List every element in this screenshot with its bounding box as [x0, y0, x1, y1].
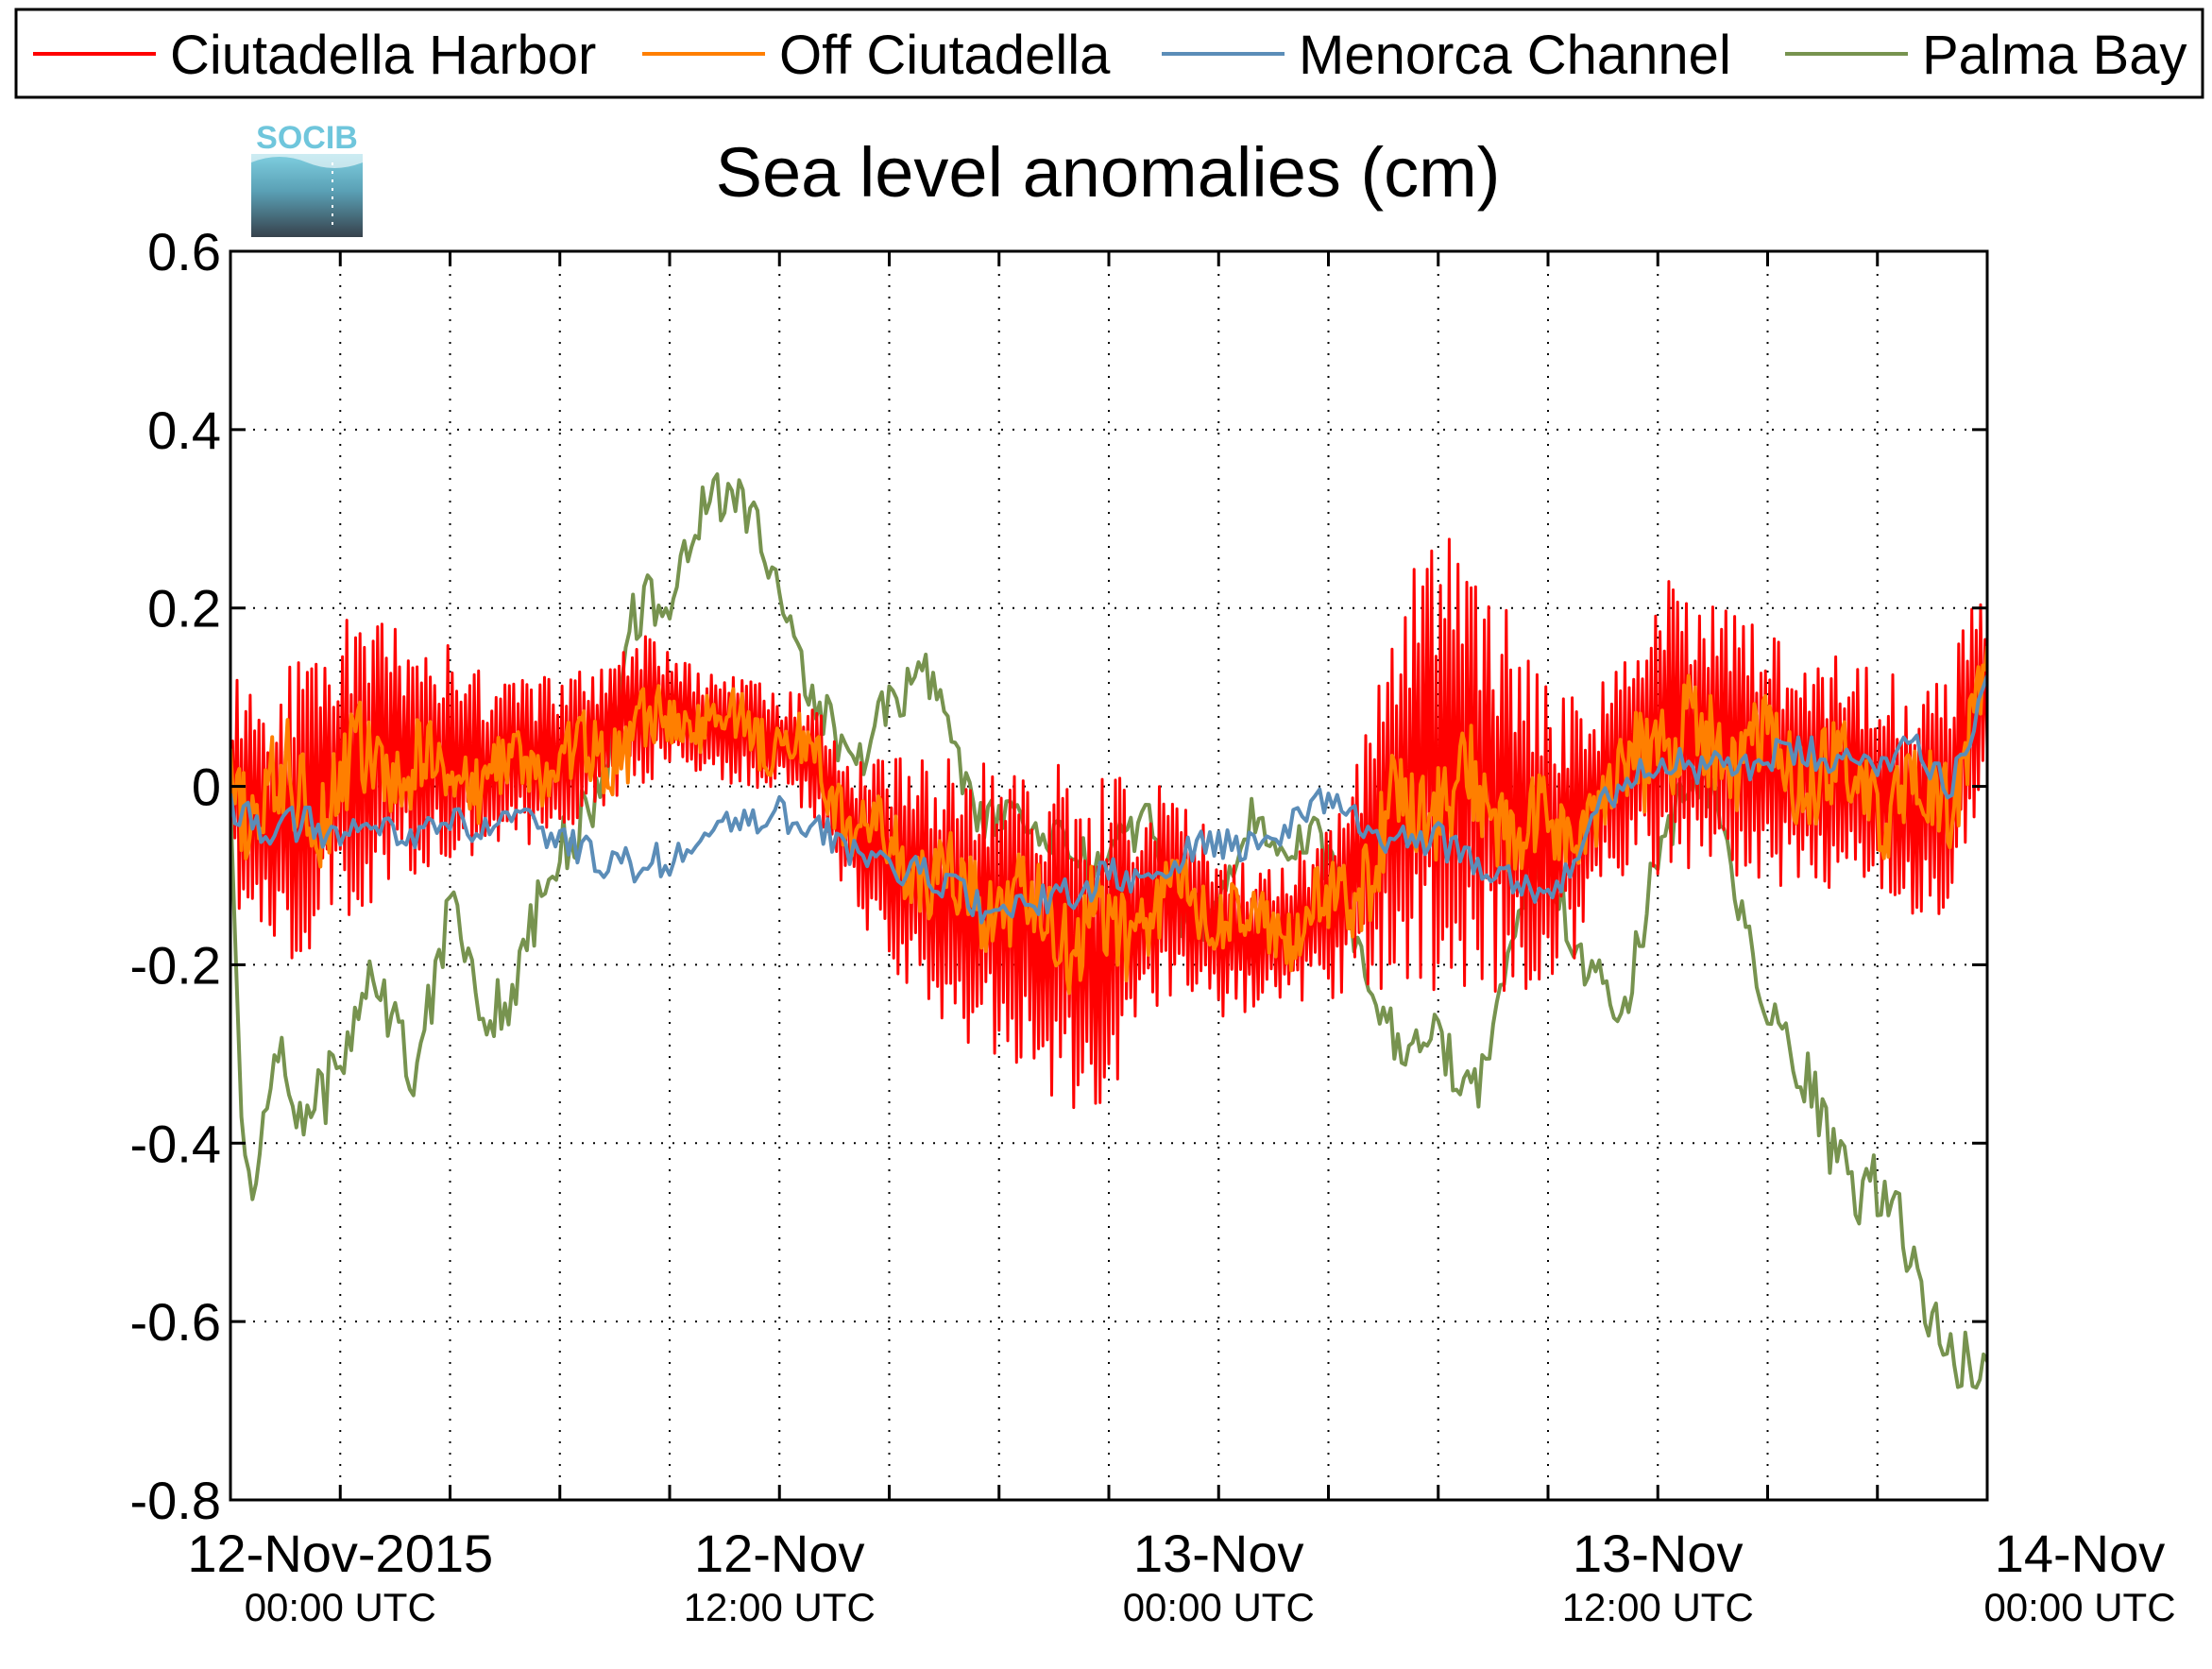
- legend-label: Palma Bay: [1922, 25, 2186, 86]
- legend-label: Ciutadella Harbor: [170, 25, 596, 86]
- series-layer: [230, 472, 1987, 1390]
- axes: 0.60.40.20-0.2-0.4-0.6-0.812-Nov-201500:…: [130, 222, 2176, 1629]
- y-tick-label: -0.8: [130, 1471, 222, 1530]
- legend-label: Menorca Channel: [1299, 25, 1731, 86]
- y-tick-label: 0.4: [147, 400, 221, 460]
- series-line-menorca-channel: [230, 674, 1987, 925]
- x-tick-date-label: 14-Nov: [1995, 1524, 2166, 1583]
- x-tick-date-label: 13-Nov: [1573, 1524, 1744, 1583]
- chart-title: Sea level anomalies (cm): [716, 133, 1501, 212]
- x-tick-date-label: 12-Nov: [694, 1524, 865, 1583]
- x-tick-date-label: 12-Nov-2015: [187, 1524, 493, 1583]
- socib-logo: SOCIB: [251, 120, 363, 237]
- x-tick-time-label: 00:00 UTC: [1123, 1585, 1315, 1629]
- y-tick-label: 0.2: [147, 579, 221, 639]
- x-tick-time-label: 00:00 UTC: [1983, 1585, 2175, 1629]
- y-tick-label: 0.6: [147, 222, 221, 281]
- y-tick-label: -0.2: [130, 935, 222, 995]
- y-tick-label: -0.6: [130, 1292, 222, 1352]
- series-line-off-ciutadella: [230, 645, 1987, 996]
- x-tick-time-label: 00:00 UTC: [245, 1585, 436, 1629]
- logo-text: SOCIB: [256, 120, 358, 156]
- x-tick-date-label: 13-Nov: [1133, 1524, 1304, 1583]
- x-tick-time-label: 12:00 UTC: [1562, 1585, 1754, 1629]
- y-tick-label: -0.4: [130, 1114, 222, 1173]
- y-tick-label: 0: [192, 758, 221, 817]
- legend-label: Off Ciutadella: [779, 25, 1111, 86]
- legend: Ciutadella Harbor Off Ciutadella Menorca C…: [14, 8, 2204, 99]
- x-tick-time-label: 12:00 UTC: [684, 1585, 876, 1629]
